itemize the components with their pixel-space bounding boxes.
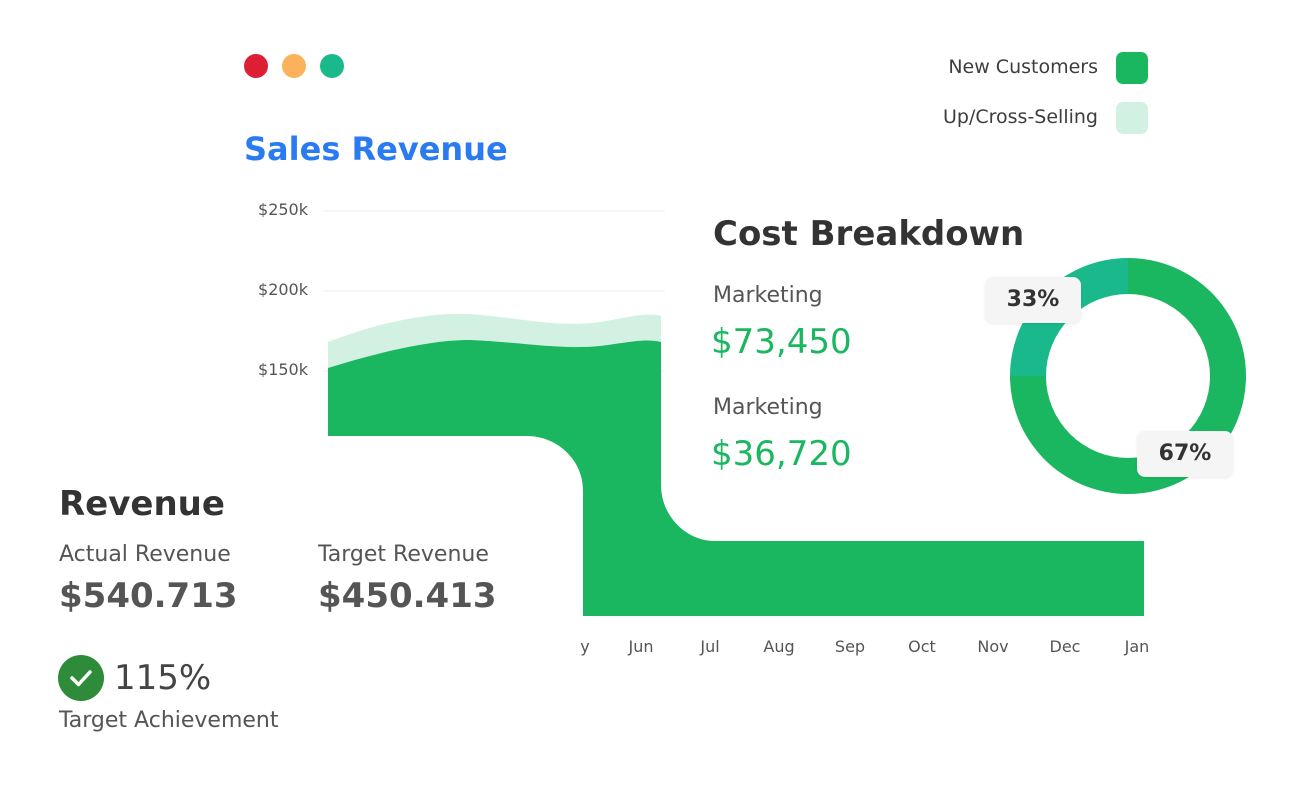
x-tick-label: Dec <box>1049 637 1081 656</box>
y-tick-label: $250k <box>258 200 308 219</box>
cost-item-value: $73,450 <box>711 322 852 362</box>
legend-up-cross-selling-label: Up/Cross-Selling <box>943 106 1098 128</box>
revenue-title: Revenue <box>59 484 225 524</box>
cost-item-label: Marketing <box>713 395 823 420</box>
y-tick-label: $200k <box>258 280 308 299</box>
cost-item-value: $36,720 <box>711 434 852 474</box>
x-tick-label: Jan <box>1124 637 1150 656</box>
actual-revenue-value: $540.713 <box>59 576 238 616</box>
legend-up-cross-selling-swatch <box>1116 102 1148 134</box>
x-tick-label: Jun <box>628 637 654 656</box>
x-tick-label: Oct <box>908 637 936 656</box>
cost-item-label: Marketing <box>713 283 823 308</box>
target-revenue-value: $450.413 <box>318 576 497 616</box>
donut-percent-badge-67: 67% <box>1137 431 1233 477</box>
window-minimize-button[interactable] <box>282 54 306 78</box>
target-revenue-label: Target Revenue <box>318 542 489 567</box>
legend-new-customers-swatch <box>1116 52 1148 84</box>
check-icon-glyph <box>70 670 92 687</box>
x-tick-label: Jul <box>700 637 720 656</box>
window-maximize-button[interactable] <box>320 54 344 78</box>
x-tick-label: Nov <box>977 637 1009 656</box>
x-tick-label: y <box>580 637 590 656</box>
target-achievement-label: Target Achievement <box>59 708 279 733</box>
sales-revenue-title: Sales Revenue <box>244 130 508 168</box>
area-new-customers <box>328 340 1144 616</box>
cost-breakdown-title: Cost Breakdown <box>713 214 1025 254</box>
donut-percent-badge-33: 33% <box>985 277 1081 323</box>
actual-revenue-label: Actual Revenue <box>59 542 231 567</box>
x-tick-label: Sep <box>834 637 866 656</box>
x-tick-label: Aug <box>763 637 795 656</box>
target-achievement-value: 115% <box>114 658 212 698</box>
window-close-button[interactable] <box>244 54 268 78</box>
y-tick-label: $150k <box>258 360 308 379</box>
legend-new-customers-label: New Customers <box>948 56 1098 78</box>
check-icon <box>58 655 104 701</box>
